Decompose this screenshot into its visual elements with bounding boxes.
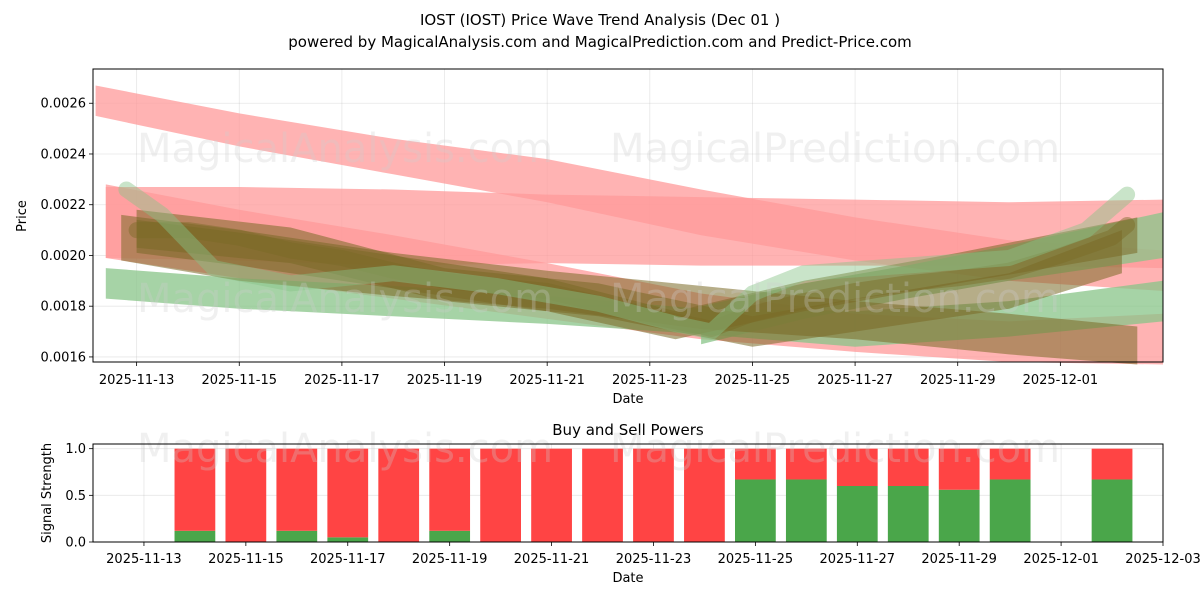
buy-sell-x-tick-label: 2025-11-13 (106, 552, 182, 567)
price-x-tick-label: 2025-11-23 (612, 373, 688, 388)
price-x-tick-label: 2025-11-15 (201, 373, 277, 388)
buy-sell-y-axis-label: Signal Strength (40, 443, 55, 543)
watermark-bottom-right: MagicalPrediction.com (610, 426, 1060, 472)
sell-bar (633, 448, 674, 542)
buy-bar (989, 479, 1031, 542)
price-x-ticks: 2025-11-13 2025-11-15 2025-11-17 2025-11-19… (99, 362, 1098, 388)
buy-sell-x-tick-label: 2025-11-27 (820, 552, 896, 567)
watermark-top-right: MagicalPrediction.com (610, 126, 1060, 172)
buy-bar (174, 530, 216, 542)
buy-sell-plot-area (93, 444, 1163, 542)
buy-sell-x-tick-label: 2025-11-19 (412, 552, 488, 567)
sell-bar (174, 448, 216, 531)
price-bands (95, 85, 1164, 365)
buy-sell-x-tick-label: 2025-11-23 (616, 552, 692, 567)
price-wave-chart: MagicalAnalysis.com MagicalPrediction.co… (15, 68, 1164, 407)
sell-bar (684, 448, 725, 542)
price-x-tick-label: 2025-12-01 (1023, 373, 1099, 388)
price-wave-line-green (118, 181, 1136, 340)
buy-sell-x-tick-label: 2025-12-01 (1023, 552, 1099, 567)
price-x-tick-label: 2025-11-13 (99, 373, 175, 388)
buy-bar (836, 486, 878, 542)
sell-bar (225, 448, 267, 542)
buy-sell-x-tick-label: 2025-11-29 (921, 552, 997, 567)
buy-sell-y-tick-label: 0.5 (65, 489, 86, 504)
sell-bar (429, 448, 471, 531)
price-y-tick-label: 0.0024 (41, 147, 87, 162)
sell-bar (989, 448, 1031, 480)
buy-bar (1091, 479, 1133, 542)
buy-sell-chart: Buy and Sell Powers MagicalAnalysis.com … (40, 421, 1200, 586)
price-y-tick-label: 0.0016 (41, 350, 87, 365)
price-x-tick-label: 2025-11-17 (304, 373, 380, 388)
buy-sell-x-tick-label: 2025-11-15 (208, 552, 284, 567)
buy-sell-x-tick-label: 2025-11-17 (310, 552, 386, 567)
watermark-mid-right: MagicalPrediction.com (610, 276, 1060, 322)
sell-bar (531, 448, 572, 542)
watermark-bottom-left: MagicalAnalysis.com (137, 426, 553, 472)
price-plot-frame (92, 68, 1164, 363)
sell-bar (938, 448, 980, 490)
buy-sell-title: Buy and Sell Powers (552, 421, 704, 439)
watermark-top-left: MagicalAnalysis.com (137, 126, 553, 172)
price-y-tick-label: 0.0018 (41, 300, 87, 315)
chart-subtitle: powered by MagicalAnalysis.com and Magic… (288, 33, 912, 51)
buy-bar (785, 479, 827, 542)
buy-sell-y-tick-label: 0.0 (65, 536, 86, 551)
buy-sell-y-ticks: 0.0 0.5 1.0 (65, 442, 93, 551)
price-wave-lines (118, 181, 1136, 340)
buy-sell-x-ticks: 2025-11-13 2025-11-15 2025-11-17 2025-11-19… (106, 542, 1200, 567)
price-x-tick-label: 2025-11-21 (509, 373, 585, 388)
price-y-tick-label: 0.0022 (41, 198, 87, 213)
price-x-axis-label: Date (612, 392, 643, 407)
price-y-tick-label: 0.0020 (41, 249, 87, 264)
buy-sell-x-tick-label: 2025-12-03 (1125, 552, 1200, 567)
buy-sell-y-tick-label: 1.0 (65, 442, 86, 457)
price-x-tick-label: 2025-11-19 (407, 373, 483, 388)
price-y-ticks: 0.0016 0.0018 0.0020 0.0022 0.0024 0.0026 (41, 97, 93, 365)
buy-bar (276, 530, 318, 542)
price-y-tick-label: 0.0026 (41, 97, 87, 112)
buy-sell-bars (174, 448, 1133, 542)
sell-bar (327, 448, 369, 538)
sell-bar (1091, 448, 1133, 480)
buy-bar (887, 486, 929, 542)
price-y-axis-label: Price (15, 200, 30, 232)
buy-sell-x-axis-label: Date (612, 571, 643, 586)
price-band-red (105, 187, 1163, 269)
sell-bar (276, 448, 318, 531)
chart-title: IOST (IOST) Price Wave Trend Analysis (D… (420, 11, 780, 29)
sell-bar (582, 448, 623, 542)
price-x-tick-label: 2025-11-27 (817, 373, 893, 388)
watermark-mid-left: MagicalAnalysis.com (137, 276, 553, 322)
buy-bar (735, 479, 776, 542)
sell-bar (378, 448, 420, 542)
sell-bar (836, 448, 878, 486)
price-x-tick-label: 2025-11-25 (715, 373, 791, 388)
buy-bar (327, 537, 369, 542)
buy-sell-x-tick-label: 2025-11-21 (514, 552, 590, 567)
price-wave-line-brown (128, 217, 1136, 337)
buy-bar (429, 530, 471, 542)
price-band-brown (136, 209, 1122, 347)
sell-bar (735, 448, 776, 480)
buy-sell-x-tick-label: 2025-11-25 (718, 552, 794, 567)
sell-bar (480, 448, 521, 542)
price-x-tick-label: 2025-11-29 (920, 373, 996, 388)
buy-bar (938, 489, 980, 542)
sell-bar (887, 448, 929, 486)
buy-sell-plot-frame (92, 443, 1164, 543)
sell-bar (785, 448, 827, 480)
